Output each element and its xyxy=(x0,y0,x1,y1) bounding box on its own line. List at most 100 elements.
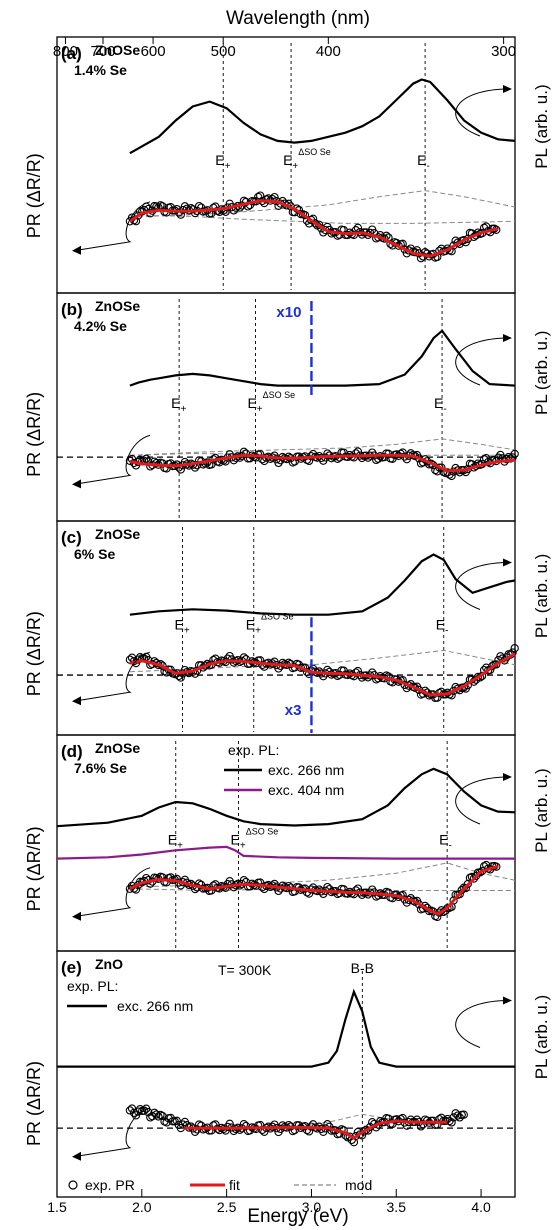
pl-curve xyxy=(129,553,516,616)
pr-arrow xyxy=(79,651,151,701)
x-tick-label: 3.5 xyxy=(387,1199,407,1215)
pr-data-point xyxy=(256,450,265,459)
pr-data-point xyxy=(422,1116,432,1125)
x-axis-label: Energy (eV) xyxy=(247,1206,348,1227)
y-axis-label-pl: PL (arb. u.) xyxy=(532,331,551,415)
y-axis-label-pr: PR (ΔR/R) xyxy=(24,153,44,238)
fit-curve xyxy=(129,864,499,916)
pr-arrow xyxy=(79,1107,151,1157)
pr-data-point xyxy=(510,644,519,653)
pr-data-point xyxy=(447,471,456,481)
panel-d: PR (ΔR/R) PL (arb. u.) (d) ZnOSe 7.6% Se E+ E+… xyxy=(24,734,551,952)
pl-curve xyxy=(56,845,515,860)
bottom-axis-ticks: 1.5 2.0 2.5 3.0 3.5 4.0 xyxy=(47,1189,491,1215)
y-axis-label-pr: PR (ΔR/R) xyxy=(24,611,44,696)
top-axis-label: Wavelength (nm) xyxy=(226,8,370,29)
pr-data-point xyxy=(492,660,501,669)
x-tick-label: 3.0 xyxy=(302,1199,322,1215)
pr-data-point xyxy=(392,1115,401,1124)
temperature-label: T= 300K xyxy=(218,962,272,978)
top-tick-label: 700 xyxy=(90,43,115,60)
top-tick-label: 800 xyxy=(53,43,78,60)
transition-label: E+ xyxy=(175,616,190,636)
transition-label: E- xyxy=(417,152,430,172)
pr-arrow-head xyxy=(72,911,81,921)
panel-frame xyxy=(56,950,516,1198)
transition-label: E+ΔSO Se xyxy=(231,826,279,851)
top-tick-label: 600 xyxy=(141,43,166,60)
pr-data-point xyxy=(479,455,489,464)
y-axis-label-pr: PR (ΔR/R) xyxy=(24,392,44,477)
transition-sub: + xyxy=(180,404,186,415)
pr-data-point xyxy=(154,1112,163,1121)
mod-curve xyxy=(129,649,516,673)
x-tick-label: 2.0 xyxy=(132,1199,152,1215)
pr-data-point xyxy=(162,1118,171,1127)
pr-data-point xyxy=(129,1108,139,1117)
fit-curve xyxy=(129,453,516,473)
pr-data-point xyxy=(459,236,468,245)
pr-data-point xyxy=(506,454,515,463)
material-label: ZnOSe xyxy=(95,42,140,58)
pr-data-point xyxy=(140,1106,149,1115)
panel-e: PR (ΔR/R) PL (arb. u.) (e) ZnO T= 300K B-B exp… xyxy=(24,950,551,1198)
pl-arrow xyxy=(455,562,506,610)
pr-data-point xyxy=(449,896,458,905)
pr-data-point xyxy=(461,883,470,893)
pr-data-point xyxy=(223,654,232,663)
fit-curve xyxy=(129,199,499,258)
pl-arrow-head xyxy=(503,334,512,342)
transition-sub: + xyxy=(184,625,190,636)
legend-mod-label: mod xyxy=(345,1177,372,1193)
pr-data-point xyxy=(235,1125,245,1134)
mod-curve xyxy=(129,190,516,218)
pl-arrow xyxy=(455,337,506,386)
transition-sup: ΔSO Se xyxy=(246,826,279,836)
transition-label: E- xyxy=(439,831,452,851)
transition-label: E+ xyxy=(171,395,186,415)
pr-arrow xyxy=(79,201,151,251)
transition-sub: + xyxy=(257,404,263,415)
composition-label: 4.2% Se xyxy=(74,318,127,334)
fit-curve xyxy=(184,1119,448,1140)
pr-data-point xyxy=(174,463,183,472)
pr-data-point xyxy=(351,886,361,895)
transition-sub: + xyxy=(177,840,183,851)
pr-data-point xyxy=(447,1118,456,1127)
pr-data-point xyxy=(455,1113,464,1122)
y-axis-label-pl: PL (arb. u.) xyxy=(532,768,551,852)
y-axis-label-pl: PL (arb. u.) xyxy=(532,554,551,638)
pr-data-point xyxy=(152,458,161,468)
x-tick-label: 4.0 xyxy=(471,1199,491,1215)
pr-data-point xyxy=(449,1113,458,1122)
material-label: ZnOSe xyxy=(95,298,140,314)
fit-curve xyxy=(129,652,516,697)
pr-data-point xyxy=(172,1116,181,1125)
material-label: ZnOSe xyxy=(95,526,140,542)
transition-label: E+ xyxy=(168,831,183,851)
pl-legend-title: exp. PL: xyxy=(228,742,279,758)
x-tick-label: 2.5 xyxy=(217,1199,237,1215)
composition-label: 6% Se xyxy=(74,546,115,562)
composition-label: 7.6% Se xyxy=(74,760,127,776)
pl-arrow xyxy=(455,776,506,825)
composition-label: 1.4% Se xyxy=(74,62,127,78)
pl-legend-title: exp. PL: xyxy=(67,978,118,994)
pr-data-point xyxy=(311,219,320,228)
pr-data-point xyxy=(327,454,336,463)
top-tick-label: 300 xyxy=(491,43,516,60)
pr-data-point xyxy=(158,459,167,468)
pl-arrow-head xyxy=(503,85,512,93)
pr-data-point xyxy=(351,668,361,677)
transition-sub: + xyxy=(225,161,231,172)
panel-tag: (b) xyxy=(61,300,83,319)
mod-curve xyxy=(129,438,516,456)
pr-data-point xyxy=(125,655,135,664)
panels: PR (ΔR/R) PL (arb. u.) (a) ZnOSe 1.4% Se E+ E+… xyxy=(24,36,551,1198)
transition-sub: + xyxy=(240,840,246,851)
pr-data-point xyxy=(453,1111,462,1120)
pl-legend-label: exc. 266 nm xyxy=(268,762,344,778)
pr-data-point xyxy=(278,881,287,890)
transition-label: E- xyxy=(436,616,449,636)
y-axis-label-pr: PR (ΔR/R) xyxy=(24,826,44,911)
